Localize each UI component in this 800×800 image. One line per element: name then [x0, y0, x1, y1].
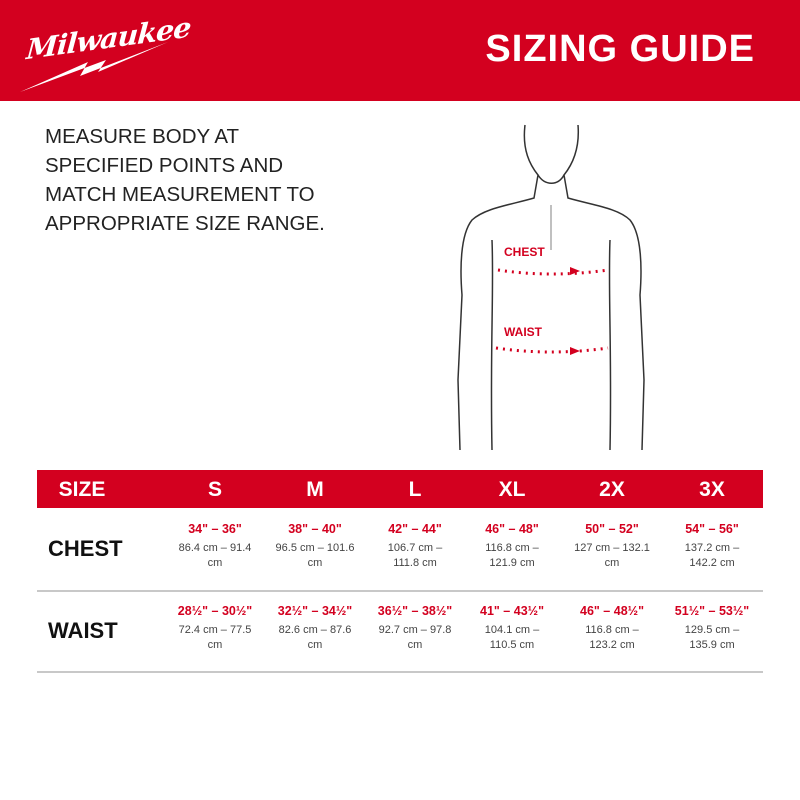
row-divider [37, 671, 763, 673]
milwaukee-logo: Milwaukee [18, 11, 192, 94]
row-label-chest: CHEST [48, 536, 123, 561]
inches-range: 46" – 48½" [580, 604, 644, 618]
cm-range: 86.4 cm – 91.4 cm [178, 542, 252, 569]
cm-range: 82.6 cm – 87.6 cm [278, 624, 352, 651]
cm-range: 137.2 cm – 142.2 cm [684, 542, 740, 569]
size-3x: 3X [699, 478, 725, 501]
inches-range: 50" – 52" [585, 522, 639, 536]
header-banner: Milwaukee SIZING GUIDE [0, 0, 800, 101]
row-label-waist: WAIST [48, 618, 118, 643]
cm-range: 129.5 cm – 135.9 cm [684, 624, 740, 651]
inches-range: 46" – 48" [485, 522, 539, 536]
inches-range: 32½" – 34½" [277, 604, 353, 618]
inches-range: 38" – 40" [288, 522, 342, 536]
cm-range: 92.7 cm – 97.8 cm [378, 624, 452, 651]
body-figure: CHEST WAIST [430, 120, 680, 460]
size-s: S [207, 478, 223, 501]
inches-range: 51½" – 53½" [674, 604, 750, 618]
cm-range: 116.8 cm – 123.2 cm [585, 624, 639, 651]
inches-range: 28½" – 30½" [177, 604, 253, 618]
cm-range: 106.7 cm – 111.8 cm [387, 542, 443, 569]
inches-range: 42" – 44" [388, 522, 442, 536]
size-xl: XL [498, 478, 526, 501]
size-table-header: SIZE S M L XL 2X 3X [37, 470, 763, 508]
inches-range: 36½" – 38½" [377, 604, 453, 618]
lightning-bolt-icon [20, 42, 168, 92]
size-2x: 2X [599, 478, 625, 501]
cm-range: 104.1 cm – 110.5 cm [484, 624, 540, 651]
cm-range: 96.5 cm – 101.6 cm [275, 542, 355, 569]
size-l: L [408, 478, 422, 501]
instructions-text: MEASURE BODY AT SPECIFIED POINTS AND MAT… [45, 125, 325, 235]
inches-range: 41" – 43½" [480, 604, 544, 618]
cm-range: 72.4 cm – 77.5 cm [178, 624, 252, 651]
size-m: M [306, 478, 324, 501]
size-header-label: SIZE [58, 478, 106, 501]
chest-label: CHEST [504, 245, 545, 259]
cm-range: 116.8 cm – 121.9 cm [485, 542, 539, 569]
inches-range: 54" – 56" [685, 522, 739, 536]
waist-label: WAIST [504, 325, 543, 339]
page-title: SIZING GUIDE [485, 28, 755, 70]
cm-range: 127 cm – 132.1 cm [574, 542, 650, 569]
row-divider [37, 590, 763, 592]
inches-range: 34" – 36" [188, 522, 242, 536]
